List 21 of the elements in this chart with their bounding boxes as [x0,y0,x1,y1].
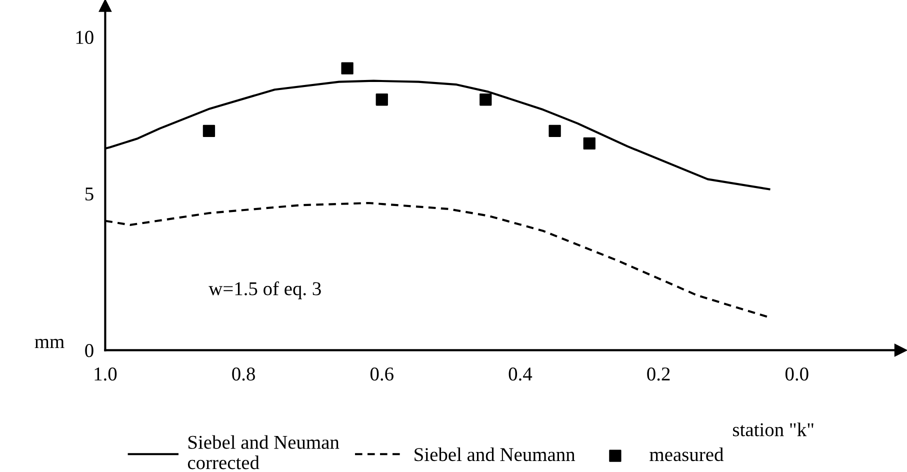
legend-label: Siebel and Neuman corrected [188,435,340,470]
y-tick-label: 10 [76,30,94,44]
legend-label: measured [650,447,724,462]
annotation: w=1.5 of eq. 3 [208,281,321,300]
point [583,137,596,150]
x-tick-label: 0.8 [232,367,255,381]
point [202,124,216,138]
x-axis-title: station "k" [733,422,814,436]
x-tick-label: 0.0 [785,367,808,381]
y-axis-title: mm [34,338,64,348]
point [480,94,492,106]
point [548,124,561,138]
x-tick-label: 0.6 [370,367,394,381]
x-tick-label: 0.4 [508,367,532,381]
y-tick-label: 0 [85,344,94,358]
legend-label: Siebel and Neumann [414,447,576,462]
x-tick-label: 0.2 [647,367,670,381]
point [341,62,354,74]
x-tick-label: 1.0 [94,367,117,381]
y-tick-label: 5 [86,188,94,201]
point [376,94,388,106]
